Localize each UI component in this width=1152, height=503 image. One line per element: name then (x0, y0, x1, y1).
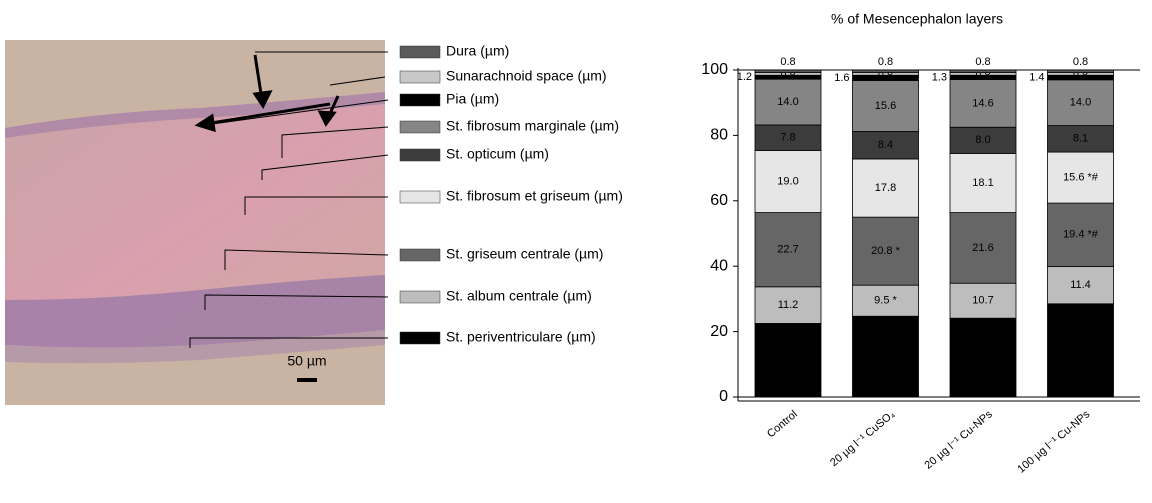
data-label: 21.6 (972, 242, 993, 254)
legend-swatch (400, 94, 440, 106)
legend-swatch (400, 149, 440, 161)
y-tick-label: 20 (710, 323, 728, 340)
data-label: 1.4 (1029, 71, 1044, 83)
y-tick-label: 80 (710, 127, 728, 144)
legend-swatch (400, 291, 440, 303)
data-label: 11.4 (1070, 279, 1091, 291)
data-label: 14.0 (1070, 97, 1091, 109)
legend-label: Pia (µm) (446, 91, 499, 107)
legend-swatch (400, 249, 440, 261)
data-label: 0.8 (878, 56, 893, 68)
data-label: 19.4 *# (1063, 229, 1099, 241)
y-tick-label: 60 (710, 192, 728, 209)
bar-segment (950, 70, 1016, 73)
data-label: 9.5 * (874, 295, 897, 307)
bar-segment (755, 70, 821, 73)
legend-swatch (400, 332, 440, 344)
bar-segment (853, 70, 919, 73)
data-label: 15.6 (875, 100, 896, 112)
data-label: 1.6 (834, 72, 849, 84)
legend-label: St. griseum centrale (µm) (446, 246, 603, 262)
legend-swatch (400, 71, 440, 83)
legend-swatch (400, 191, 440, 203)
x-tick-label: 20 µg l⁻¹ CuSO₄ (828, 408, 898, 469)
data-label: 8.4 (878, 139, 893, 151)
data-label: 28.5 *# (1063, 344, 1099, 356)
data-label: 14.0 (777, 96, 798, 108)
data-label: 11.2 (778, 299, 799, 311)
chart-title: % of Mesencephalon layers (831, 11, 1003, 27)
scale-bar (297, 378, 317, 382)
x-tick-label: 20 µg l⁻¹ Cu-NPs (923, 408, 996, 472)
data-label: 10.7 (972, 295, 993, 307)
data-label: 24.1 (972, 352, 993, 364)
data-label: 1.2 (737, 71, 752, 83)
data-label: 19.0 (777, 175, 798, 187)
x-tick-label: 100 µg l⁻¹ Cu-NPs (1015, 408, 1092, 476)
data-label: 8.0 (975, 134, 990, 146)
y-tick-label: 0 (719, 388, 728, 405)
y-tick-label: 40 (710, 257, 728, 274)
data-label: 0.8 (1073, 56, 1088, 68)
legend-label: St. album centrale (µm) (446, 288, 592, 304)
x-tick-label: Control (765, 408, 800, 440)
legend-label: Sunarachnoid space (µm) (446, 68, 607, 84)
data-label: 18.1 (972, 177, 993, 189)
page: 50 µm St. periventriculare (µm) St. album… (0, 0, 1152, 503)
data-label: 22.7 (777, 244, 798, 256)
figure: 50 µm St. periventriculare (µm) St. album… (0, 0, 1152, 503)
legend-label: St. fibrosum et griseum (µm) (446, 188, 623, 204)
data-label: 14.6 (972, 97, 993, 109)
data-label: 17.8 (875, 182, 896, 194)
data-label: 1.3 (932, 71, 947, 83)
plot: 0 20 40 60 80 100 22.5 11.2 22.7 19.0 7.8 14.0 1.2 0.… (701, 56, 1140, 476)
legend-swatch (400, 121, 440, 133)
legend: St. periventriculare (µm) St. album centr… (400, 43, 623, 345)
data-label: 7.8 (780, 132, 795, 144)
legend-label: St. fibrosum marginale (µm) (446, 118, 619, 134)
legend-label: St. periventriculare (µm) (446, 329, 596, 345)
bar-segment (1048, 70, 1114, 73)
micrograph: 50 µm (5, 40, 388, 405)
scale-label: 50 µm (287, 353, 326, 369)
legend-label: St. opticum (µm) (446, 146, 549, 162)
data-label: 8.1 (1073, 133, 1088, 145)
legend-label: Dura (µm) (446, 43, 509, 59)
legend-swatch (400, 46, 440, 58)
data-label: 15.6 *# (1063, 171, 1099, 183)
y-tick-label: 100 (701, 61, 728, 78)
data-label: 0.8 (780, 56, 795, 68)
data-label: 0.8 (975, 56, 990, 68)
data-label: 20.8 * (871, 245, 900, 257)
data-label: 24.7 (875, 351, 896, 363)
data-label: 22.5 (777, 354, 798, 366)
